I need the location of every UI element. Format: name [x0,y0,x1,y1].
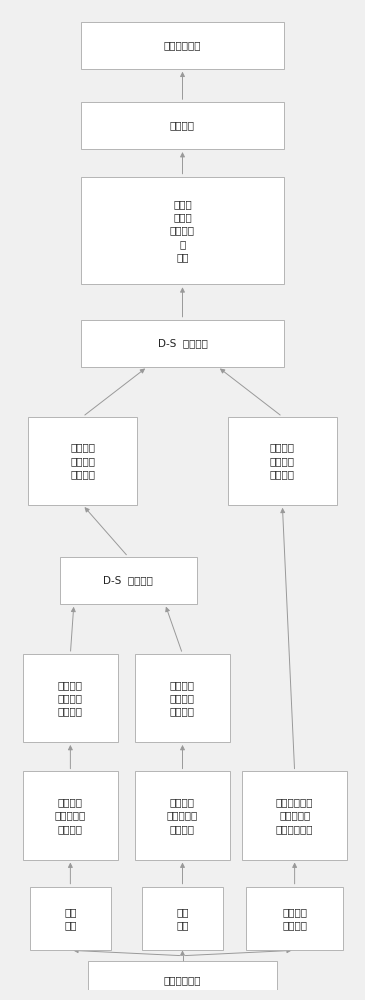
Bar [242,771,347,860]
Bar [30,887,111,950]
Text: 雄化全量结果: 雄化全量结果 [164,40,201,50]
Text: 基本概率
赋值信任
度似真度: 基本概率 赋值信任 度似真度 [170,680,195,716]
Bar [81,320,284,367]
Text: D-S  融合规则: D-S 融合规则 [103,575,153,585]
Bar [60,557,196,604]
Bar [28,417,137,505]
Bar [88,961,277,1000]
Bar [81,177,284,284]
Text: 基于近红外漫
透射光谱的
蚕虫雌雄判别: 基于近红外漫 透射光谱的 蚕虫雌雄判别 [276,797,314,834]
Text: 检测蚕蛹样本: 检测蚕蛹样本 [164,975,201,985]
Bar [135,654,230,742]
Text: 荧光
光谱: 荧光 光谱 [176,907,189,930]
Bar [135,771,230,860]
Text: 近红外漫
透射光谱: 近红外漫 透射光谱 [282,907,307,930]
Bar [246,887,343,950]
Text: 基本概率
赋值信任
度似真度: 基本概率 赋值信任 度似真度 [270,443,295,479]
Text: 决策规则: 决策规则 [170,121,195,131]
Bar [23,771,118,860]
Bar [142,887,223,950]
Bar [23,654,118,742]
Text: D-S  融合规则: D-S 融合规则 [158,338,207,348]
Text: 基于荧光
光谱的蚕虫
雌雄判别: 基于荧光 光谱的蚕虫 雌雄判别 [167,797,198,834]
Text: 融合后
的基本
概率赋值
似
真度: 融合后 的基本 概率赋值 似 真度 [170,199,195,262]
Text: 拉曼
光谱: 拉曼 光谱 [64,907,77,930]
Bar [81,22,284,69]
Text: 基本概率
赋值信任
度似真度: 基本概率 赋值信任 度似真度 [58,680,83,716]
Text: 基本概率
赋值信任
度似真度: 基本概率 赋值信任 度似真度 [70,443,95,479]
Bar [228,417,337,505]
Text: 基于拉曼
光谱的蚕虫
雌雄判别: 基于拉曼 光谱的蚕虫 雌雄判别 [55,797,86,834]
Bar [81,102,284,149]
